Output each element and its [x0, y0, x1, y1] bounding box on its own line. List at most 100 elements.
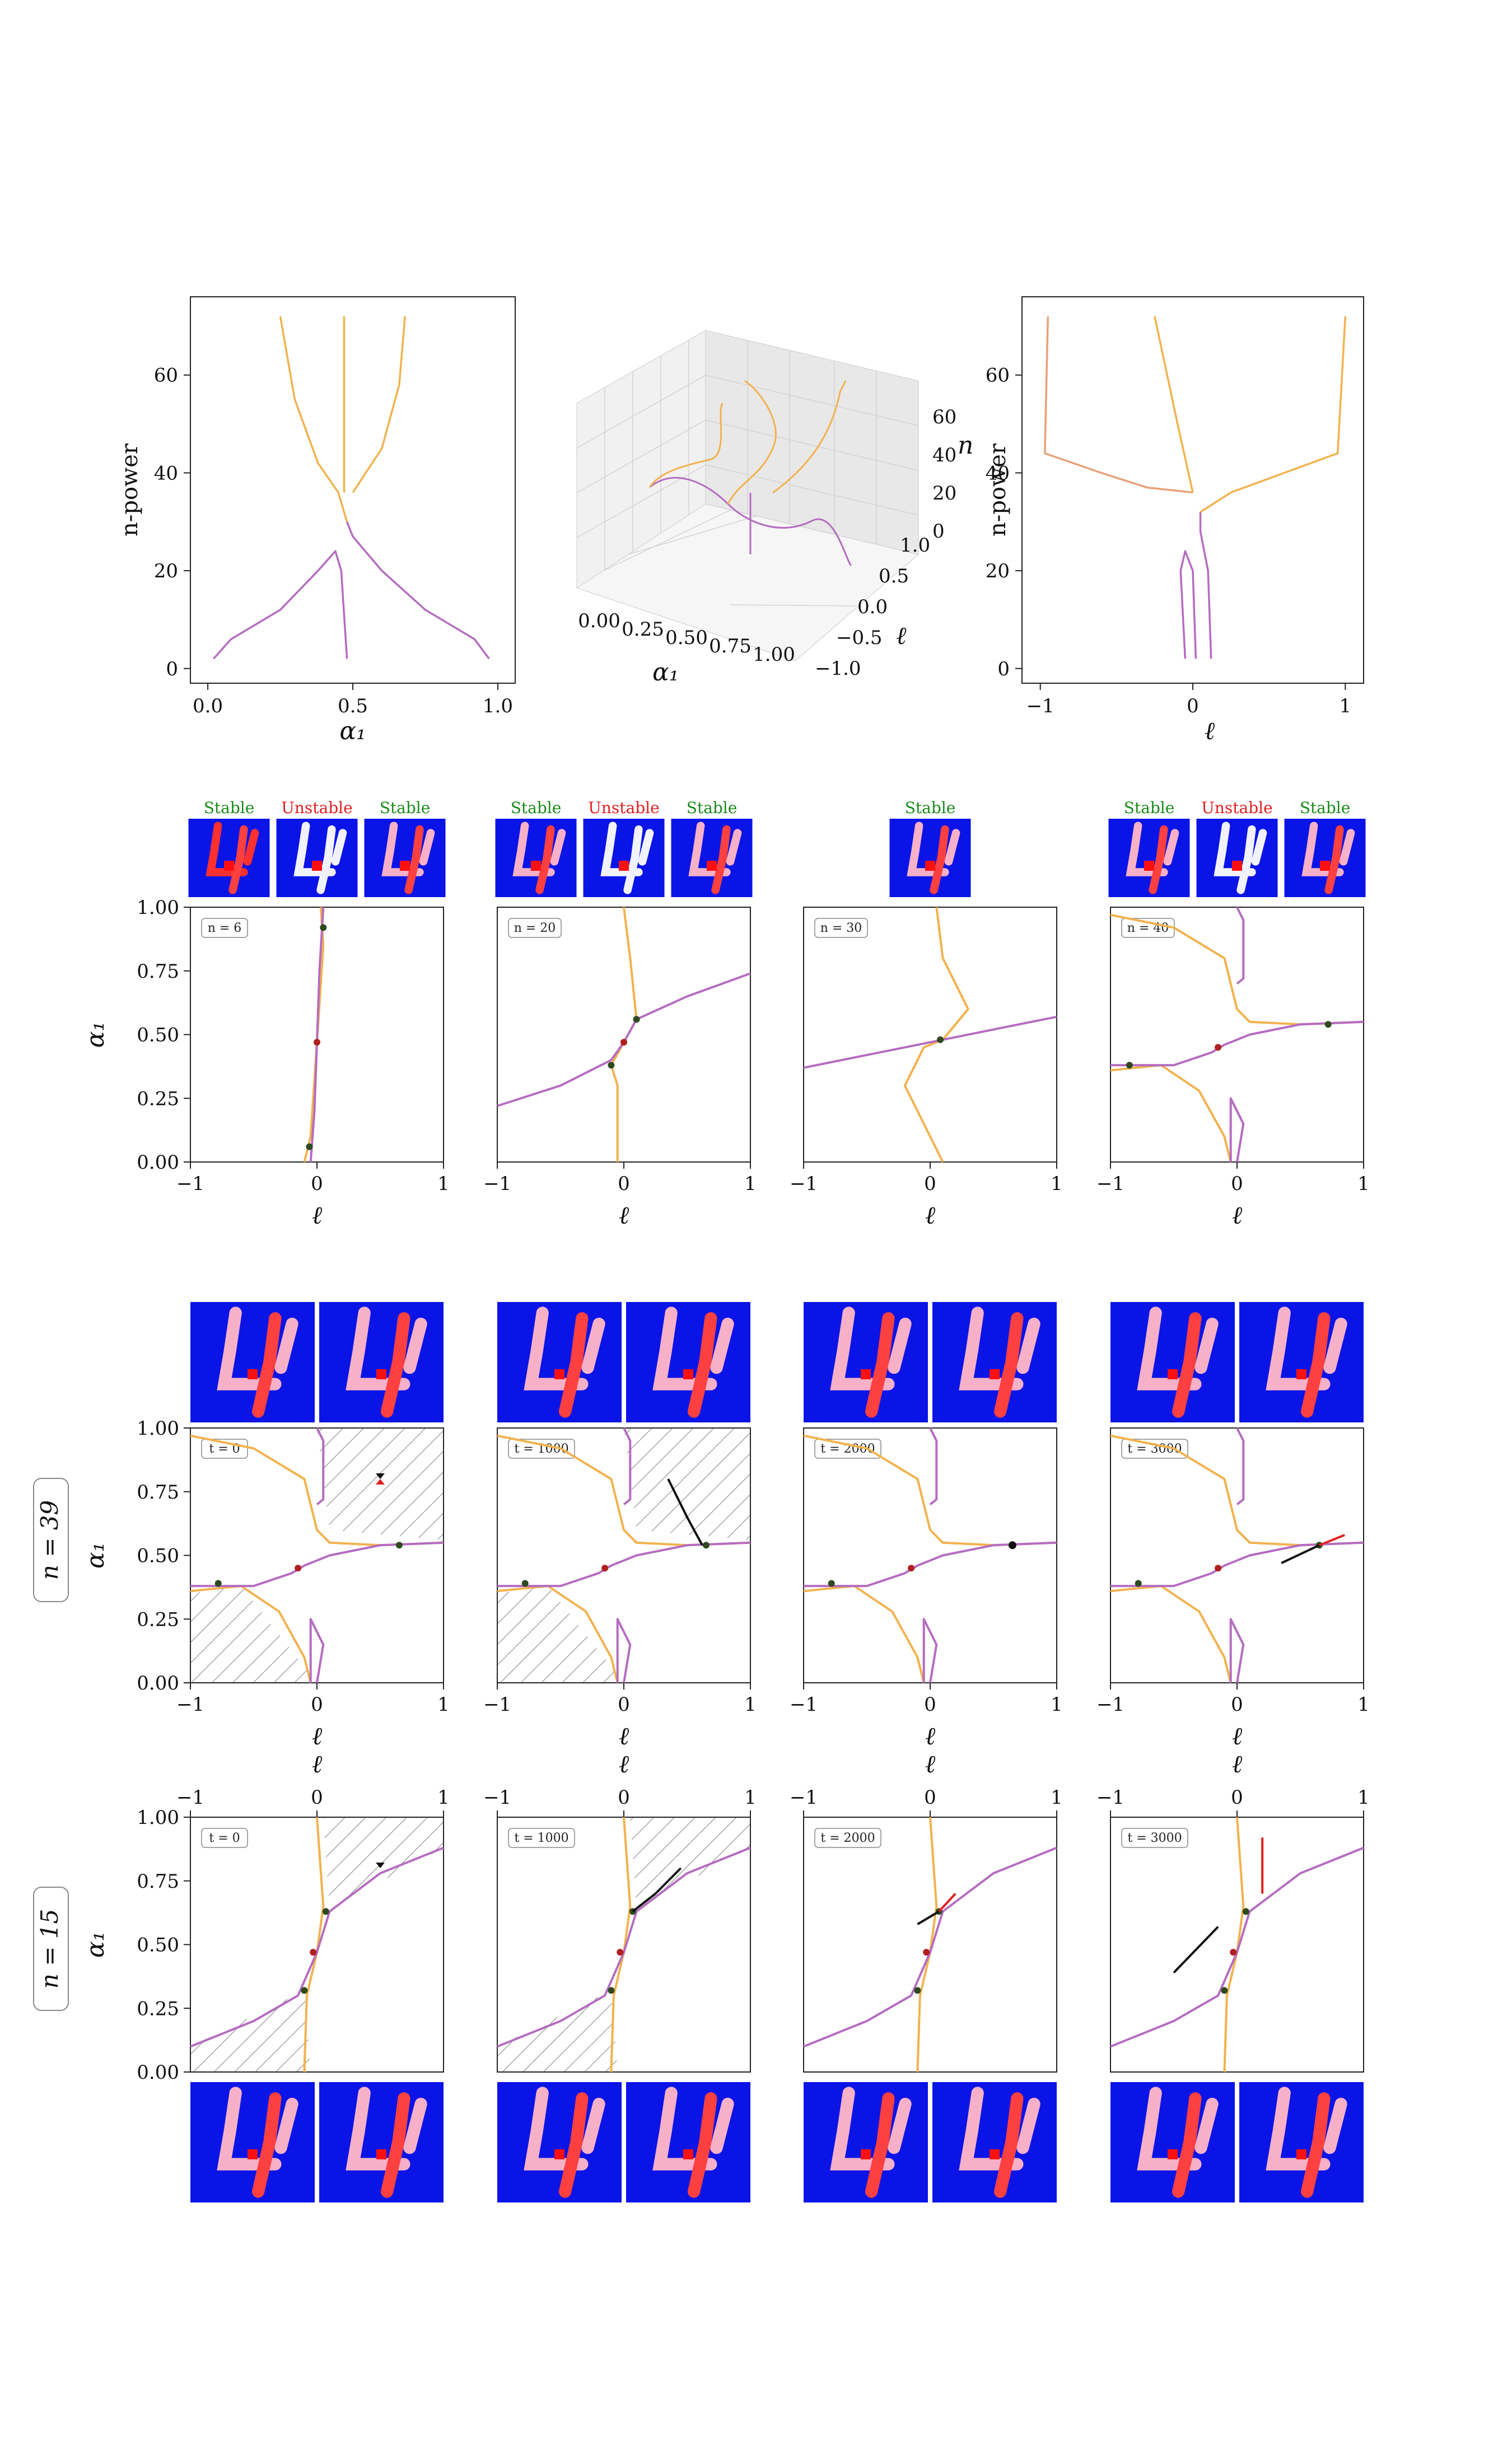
panel-tag-box: [814, 918, 868, 938]
digit-stroke: [1301, 822, 1344, 876]
fixed-point: [521, 1580, 529, 1587]
x-tick-label: 1: [437, 1786, 450, 1809]
y-tick-label: 60: [986, 365, 1010, 387]
purple-loop: [616, 1618, 632, 1683]
xlabel: ℓ: [619, 1201, 629, 1230]
digit-stroke: [888, 2098, 912, 2154]
digit-stroke: [274, 2098, 298, 2154]
digit-stroke: [581, 2098, 605, 2154]
x-tick-label: −1: [790, 1693, 818, 1716]
x-tick-label: 0.5: [338, 695, 368, 717]
orange-curve: [190, 1585, 312, 1683]
digit-stroke: [1301, 2092, 1331, 2198]
z-tick-label: 0: [932, 520, 945, 543]
x-tick-label: −1: [176, 1693, 204, 1716]
marker-pixel: [683, 1369, 693, 1379]
row4-panel-2: −1 0 1 ℓ t = 1000: [483, 1750, 757, 2202]
digit-thumbnail: [319, 1302, 444, 1422]
digit-thumbnail: [497, 1302, 622, 1422]
x-tick-label: 1.00: [753, 643, 795, 666]
digit-stroke: [1266, 2087, 1331, 2171]
digit-stroke: [346, 1306, 410, 1390]
unstable-point: [908, 1565, 915, 1572]
purple-curve: [190, 1541, 444, 1588]
unstable-label: Unstable: [1201, 799, 1272, 817]
curve-series-3: [352, 316, 406, 493]
marker-pixel: [1168, 2149, 1178, 2159]
marker-pixel: [248, 1369, 258, 1379]
purple-loop: [316, 1427, 325, 1506]
panel-tag: t = 1000: [514, 1831, 568, 1845]
panel-3d: 0 20 40 60 0.00 0.25 0.50 0.75 1.00 −1.0 −0.5 0.0…: [576, 330, 973, 687]
fixed-point: [1221, 1987, 1228, 1994]
curve-series-4: [1154, 316, 1194, 493]
x-tick-label: −1: [1096, 1693, 1124, 1716]
y-tick-label: 0.5: [879, 565, 909, 587]
xlabel: ℓ: [925, 1750, 936, 1779]
digit-stroke: [512, 822, 555, 876]
panel-tag: t = 2000: [820, 1831, 875, 1845]
y-tick-label: 0.50: [137, 1545, 179, 1567]
x-tick-label: 1: [1357, 1786, 1370, 1809]
x-tick-label: 0.50: [665, 627, 708, 649]
unstable-point: [1215, 1565, 1222, 1572]
ylabel: n-power: [985, 443, 1011, 536]
fixed-point: [1126, 1062, 1133, 1069]
ylabel: α₁: [81, 1021, 110, 1048]
purple-loop: [623, 1427, 632, 1506]
x-tick-label: 1: [437, 1693, 450, 1716]
x-tick-label: −1: [176, 1786, 204, 1809]
xlabel: ℓ: [1232, 1722, 1243, 1751]
trajectory-marker: [376, 1479, 385, 1485]
digit-stroke: [217, 1306, 282, 1390]
row4-panel-4: −1 0 1 ℓ t = 3000: [1096, 1750, 1370, 2202]
unstable-label: Unstable: [588, 799, 659, 817]
digit-stroke: [930, 825, 949, 894]
trajectory-marker: [1008, 1541, 1016, 1550]
digit-stroke: [535, 825, 555, 894]
digit-thumbnail: [804, 2082, 928, 2202]
digit-stroke: [524, 1306, 589, 1390]
digit-stroke: [1266, 1306, 1331, 1390]
purple-loop: [1236, 907, 1245, 985]
purple-loop: [922, 1618, 938, 1683]
y-tick-label: 1.00: [137, 1807, 179, 1829]
x-tick-label: 0.75: [709, 635, 752, 657]
trajectory: [632, 1867, 682, 1912]
marker-pixel: [861, 1369, 871, 1379]
digit-stroke: [346, 2087, 410, 2171]
digit-thumbnail: [671, 819, 753, 897]
plot-frame: [803, 907, 1057, 1163]
fixed-point: [1242, 1908, 1249, 1915]
digit-stroke: [1214, 822, 1256, 876]
row-label-box: [33, 1887, 69, 2011]
digit-thumbnail: [1110, 2082, 1235, 2202]
y-tick-label: 0.00: [137, 1672, 179, 1695]
unstable-point: [923, 1949, 930, 1956]
stable-label: Stable: [511, 799, 562, 817]
digit-stroke: [274, 1318, 298, 1374]
fixed-point: [1135, 1580, 1142, 1587]
curve-series-2: [1200, 316, 1347, 513]
z-tick-label: 20: [932, 482, 956, 505]
digit-stroke: [688, 1312, 717, 1418]
purple-curve: [190, 1846, 444, 2048]
x-tick-label: 0: [1187, 695, 1199, 717]
marker-pixel: [707, 861, 717, 871]
x-tick-label: 0: [618, 1693, 630, 1716]
digit-stroke: [1172, 2092, 1202, 2198]
digit-stroke: [316, 825, 336, 894]
unstable-point: [601, 1565, 609, 1572]
row3-panel-2: −1 0 1ℓt = 1000: [483, 1302, 757, 1751]
stable-label: Stable: [1124, 799, 1175, 817]
marker-pixel: [1296, 2149, 1306, 2159]
y-tick-label: −1.0: [815, 657, 861, 680]
x-tick-label: 0: [1231, 1173, 1243, 1195]
fixed-point: [1324, 1021, 1332, 1028]
y-tick-label: 1.00: [137, 1417, 179, 1440]
purple-curve: [1110, 1846, 1364, 2048]
marker-pixel: [554, 2149, 564, 2159]
stable-label: Stable: [905, 799, 956, 817]
curve-series-3: [1044, 316, 1193, 494]
fixed-point: [702, 1542, 710, 1549]
